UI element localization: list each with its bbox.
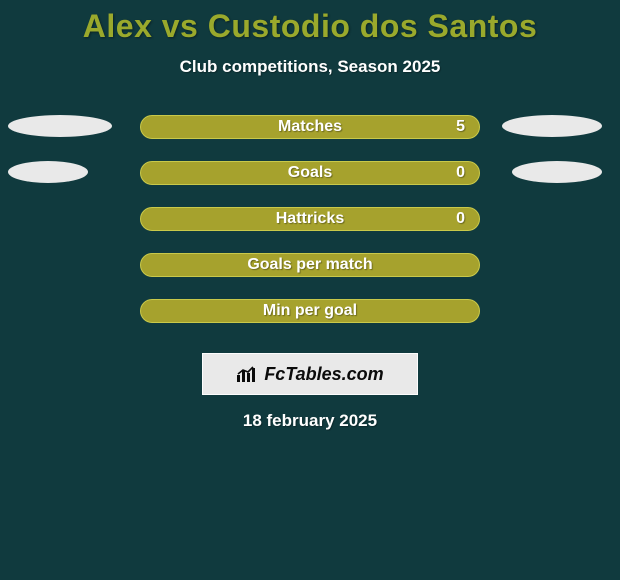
stat-bar: Goals per match [140,253,480,277]
stat-bar: Goals 0 [140,161,480,185]
stat-row: Min per goal [0,299,620,345]
stat-bar: Matches 5 [140,115,480,139]
left-ellipse [8,161,88,183]
subtitle: Club competitions, Season 2025 [0,57,620,77]
comparison-card: Alex vs Custodio dos Santos Club competi… [0,0,620,580]
stat-row: Matches 5 [0,115,620,161]
fctables-logo: FcTables.com [202,353,418,395]
stat-bar: Hattricks 0 [140,207,480,231]
stat-label: Goals per match [247,256,372,274]
right-ellipse [502,115,602,137]
logo-text: FcTables.com [264,364,383,385]
stat-label: Goals [288,164,332,182]
stat-label: Min per goal [263,302,357,320]
stat-value: 0 [456,210,465,228]
stats-rows: Matches 5 Goals 0 Hattricks 0 Goals per match M… [0,115,620,345]
left-ellipse [8,115,112,137]
stat-row: Goals 0 [0,161,620,207]
stat-value: 0 [456,164,465,182]
stat-value: 5 [456,118,465,136]
stat-label: Hattricks [276,210,344,228]
stat-row: Goals per match [0,253,620,299]
chart-icon [236,365,258,383]
stat-bar: Min per goal [140,299,480,323]
page-title: Alex vs Custodio dos Santos [0,0,620,45]
stat-row: Hattricks 0 [0,207,620,253]
footer-date: 18 february 2025 [0,411,620,431]
stat-label: Matches [278,118,342,136]
right-ellipse [512,161,602,183]
